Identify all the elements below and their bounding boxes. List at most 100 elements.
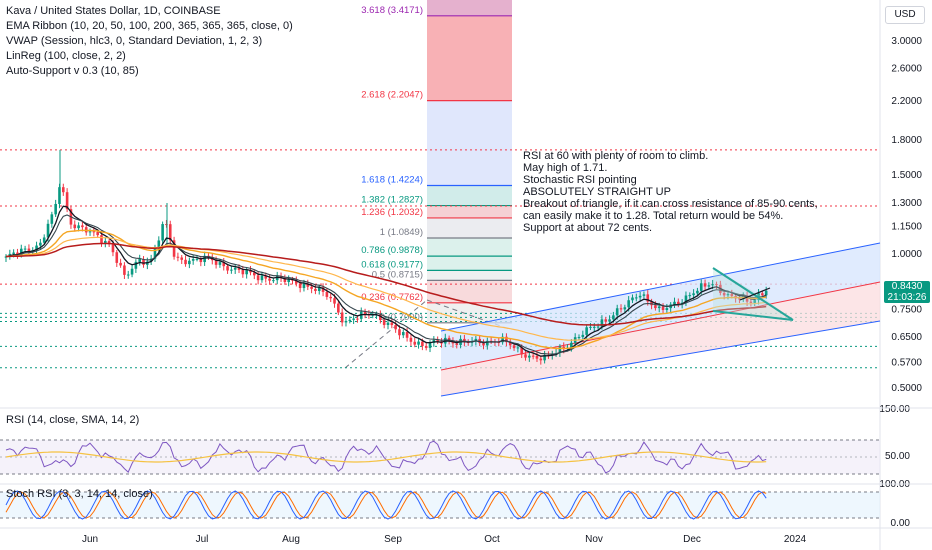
indicator-linreg[interactable]: LinReg (100, close, 2, 2) [6,50,126,62]
rsi-axis-tick: 50.00 [885,451,910,462]
candle-body [684,295,688,303]
candle-body [184,259,187,265]
stoch-d-line [5,491,767,519]
rsi-ma-line [5,451,767,463]
candle-body [23,248,27,250]
candle-body [615,308,619,316]
channel-lower-band [441,282,880,396]
candle-body [58,187,61,204]
candle-body [256,275,260,281]
fib-level-label: 1.236 (1.2032) [361,207,423,218]
ema-line [5,229,767,350]
candle-body [535,355,539,359]
ema-line [5,214,767,355]
channel-mid-line [440,281,881,371]
candle-body [386,322,390,325]
stoch-axis-tick: 0.00 [891,518,911,529]
candle-body [596,326,600,328]
stoch-rsi-pane-title[interactable]: Stoch RSI (3, 3, 14, 14, close) [6,488,153,500]
candle-body [715,284,718,286]
triangle-support [712,310,794,321]
annotation-line: Stochastic RSI pointing [523,174,637,186]
candle-body [138,258,141,262]
candle-body [88,231,92,233]
indicator-ema-ribbon[interactable]: EMA Ribbon (10, 20, 50, 100, 200, 365, 3… [6,20,293,32]
candle-body [260,275,264,281]
candle-body [577,337,581,339]
candle-body [379,314,382,321]
candle-body [352,318,355,320]
candle-body [203,255,206,263]
rsi-pane-title[interactable]: RSI (14, close, SMA, 14, 2) [6,414,140,426]
candle-body [635,297,638,299]
fib-level-label: 0.5 (0.8715) [372,269,423,280]
candle-body [516,347,520,349]
indicator-auto-support[interactable]: Auto-Support v 0.3 (10, 85) [6,65,139,77]
candle-body [333,298,336,304]
candle-body [165,224,168,226]
triangle-pattern[interactable] [712,267,794,321]
candle-body [123,265,126,275]
chart-annotation[interactable]: RSI at 60 with plenty of room to climb. … [523,150,818,234]
candle-body [35,245,38,251]
time-axis-tick: Jul [196,534,209,545]
chart-legend: Kava / United States Dollar, 1D, COINBAS… [6,4,293,79]
candle-body [581,334,585,338]
candle-body [512,345,516,349]
stoch-rsi-pane: 100.000.00 [0,479,910,529]
time-axis-tick: Nov [585,534,603,545]
bar-countdown: 21:03:26 [887,292,927,303]
indicator-vwap[interactable]: VWAP (Session, hlc3, 0, Standard Deviati… [6,35,263,47]
price-axis-tick: 0.5700 [891,358,922,369]
candle-body [317,287,321,292]
candle-body [73,224,77,229]
candle-body [142,258,145,265]
price-axis-tick: 0.5000 [891,383,922,394]
candle-body [424,346,428,348]
price-axis[interactable]: 3.0000 2.6000 2.2000 1.8000 1.5000 1.3000 1.15… [891,36,922,394]
candle-body [749,301,753,303]
fib-level-label: 1.382 (1.2827) [361,195,423,206]
price-axis-tick: 2.6000 [891,64,922,75]
candle-body [226,266,229,271]
ema-line [5,242,767,326]
annotation-line: Breakout of triangle, if it can cross re… [523,198,818,210]
breakout-arrow [739,287,771,301]
price-axis-tick: 0.7500 [891,304,922,315]
candle-body [356,318,359,320]
candle-body [722,292,726,296]
candle-body [65,192,69,210]
candle-body [711,284,714,286]
fibonacci-extension[interactable]: 3.618 (3.4171) 2.618 (2.2047) 1.618 (1.422… [344,0,513,369]
candle-body [589,326,592,328]
rsi-pane: 150.00 50.00 [0,404,910,475]
candle-body [646,294,650,302]
fib-zone [427,15,512,101]
candle-body [237,267,241,270]
candle-body [134,261,138,269]
fib-level-label: 0.618 (0.9177) [361,259,423,270]
candle-body [623,307,627,310]
candle-body [310,286,313,289]
candle-body [642,294,646,296]
candle-body [111,244,115,253]
candle-body [413,341,417,345]
currency-button[interactable]: USD [885,6,925,24]
candle-body [39,242,42,246]
candle-body [119,262,122,266]
candle-body [157,240,161,248]
candle-body [249,270,252,273]
stoch-k-line [5,490,767,520]
candle-body [455,343,459,345]
symbol-title[interactable]: Kava / United States Dollar, 1D, COINBAS… [6,5,221,17]
candle-body [176,256,180,258]
candle-body [508,342,512,346]
candle-body [230,269,233,271]
candle-body [84,227,88,233]
time-axis[interactable]: Jun Jul Aug Sep Oct Nov Dec 2024 [82,534,807,545]
candle-body [264,275,268,279]
candle-body [738,298,741,300]
candle-body [107,240,111,245]
candle-body [405,332,409,338]
